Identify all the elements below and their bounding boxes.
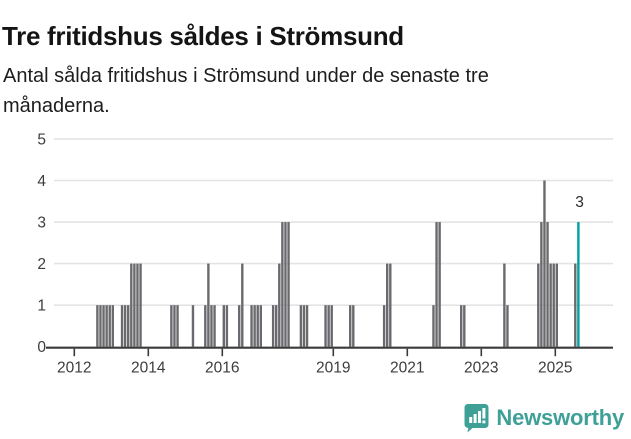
x-tick-label-2019: 2019 (316, 360, 350, 377)
bar-2017-09 (284, 222, 287, 347)
newsworthy-logo: Newsworthy (464, 401, 624, 435)
bar-2018-02 (299, 305, 303, 347)
bar-2024-07 (537, 263, 540, 347)
y-tick-label-3: 3 (37, 215, 46, 232)
bar-2021-11 (438, 222, 441, 347)
x-tick-label-2023: 2023 (464, 360, 498, 377)
bar-2024-11 (549, 263, 552, 347)
value-annotation: 3 (575, 194, 584, 211)
x-tick-label-2025: 2025 (538, 360, 572, 377)
bar-2024-10 (546, 222, 549, 347)
bar-2025-07 (574, 263, 577, 347)
y-tick-label-4: 4 (37, 173, 46, 190)
chart-title: Tre fritidshus såldes i Strömsund (2, 21, 404, 52)
bar-2013-06 (127, 305, 130, 347)
bar-2014-09 (173, 305, 176, 347)
bar-2015-03 (191, 305, 195, 347)
bar-2015-08 (207, 263, 210, 347)
bar-2022-06 (460, 305, 463, 347)
bar-2021-09 (432, 305, 435, 347)
bar-2013-09 (136, 263, 139, 347)
bar-2012-12 (108, 305, 111, 347)
bar-2018-11 (327, 305, 330, 347)
newsworthy-icon (464, 404, 489, 433)
bar-2024-09 (543, 180, 546, 347)
bar-2020-06 (386, 263, 389, 347)
exclamation-bar (482, 408, 486, 419)
bar-2024-12 (552, 263, 555, 347)
bar-2012-09 (99, 305, 102, 347)
bar-2013-08 (133, 263, 136, 347)
chart-subtitle-line1: Antal sålda fritidshus i Strömsund under… (3, 65, 489, 87)
bar-2024-08 (540, 222, 543, 347)
y-tick-label-1: 1 (37, 298, 46, 315)
bar-2019-06 (349, 305, 352, 347)
bar-2018-10 (324, 305, 327, 347)
bar-2018-04 (305, 305, 309, 347)
bar-2018-12 (330, 305, 333, 347)
bar-2025-01 (555, 263, 558, 347)
chart-subtitle: Antal sålda fritidshus i Strömsund under… (3, 61, 623, 121)
bar-2017-06 (275, 305, 278, 347)
newsworthy-wordmark: Newsworthy (496, 405, 624, 430)
bar-2013-07 (130, 263, 133, 347)
bar-2016-07 (241, 263, 244, 347)
bar-2015-10 (213, 305, 216, 347)
bar-2016-10 (250, 305, 253, 347)
bar-2012-08 (96, 305, 99, 347)
bar-2025-08 (577, 222, 580, 347)
bar-2017-08 (281, 222, 284, 347)
y-tick-label-2: 2 (37, 256, 46, 273)
chart-subtitle-line2: månaderna. (3, 95, 110, 117)
bar-2013-10 (139, 263, 142, 347)
mini-bar-1 (469, 417, 473, 423)
bar-2014-10 (176, 305, 179, 347)
bar-2016-06 (238, 305, 241, 347)
bar-2016-01 (222, 305, 225, 347)
y-tick-label-5: 5 (37, 131, 46, 148)
exclamation-dot (482, 420, 486, 424)
bar-2023-09 (506, 305, 509, 347)
bar-2014-08 (170, 305, 173, 347)
mini-bar-2 (474, 414, 478, 423)
bar-2023-08 (503, 263, 506, 347)
bar-2012-11 (105, 305, 108, 347)
bar-2020-05 (382, 305, 386, 347)
bar-2013-04 (120, 305, 124, 347)
bar-2016-02 (225, 305, 229, 347)
mini-bar-3 (478, 411, 482, 423)
bar-2016-11 (253, 305, 256, 347)
bar-2016-12 (256, 305, 259, 347)
bar-2012-10 (102, 305, 105, 347)
bar-2017-07 (278, 263, 281, 347)
bar-2019-07 (352, 305, 355, 347)
x-tick-label-2016: 2016 (205, 360, 239, 377)
bar-2021-10 (435, 222, 438, 347)
bar-2017-10 (287, 222, 290, 347)
bar-2015-09 (210, 305, 213, 347)
x-tick-label-2021: 2021 (390, 360, 424, 377)
bar-2018-03 (302, 305, 306, 347)
x-tick-label-2012: 2012 (57, 360, 91, 377)
y-tick-label-0: 0 (37, 339, 46, 356)
bar-2017-01 (259, 305, 262, 347)
x-tick-label-2014: 2014 (131, 360, 166, 377)
bar-2013-05 (123, 305, 127, 347)
bar-2020-07 (389, 263, 392, 347)
bar-2015-07 (204, 305, 207, 347)
bar-2017-05 (271, 305, 275, 347)
bar-2013-01 (111, 305, 114, 347)
bar-2022-07 (463, 305, 466, 347)
